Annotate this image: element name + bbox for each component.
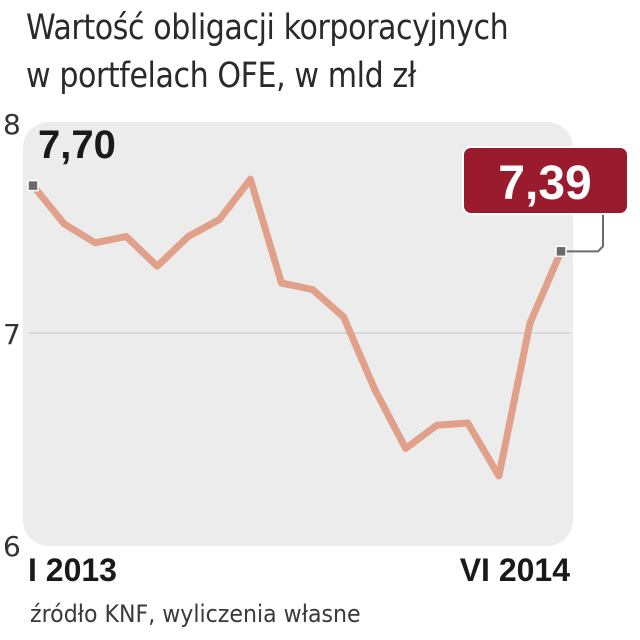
x-tick-label-end: VI 2014 [460,552,571,588]
x-tick-label-start: I 2013 [28,552,117,588]
y-tick-label-8: 8 [3,108,21,141]
chart-title-line-1: Wartość obligacji korporacyjnych [26,8,509,48]
start-point-marker [27,179,39,192]
end-value-label: 7,39 [498,157,591,210]
y-tick-label-7: 7 [3,318,21,351]
end-value-box [462,146,629,215]
start-value-label: 7,70 [38,123,116,167]
y-tick-label-6: 6 [3,530,21,563]
chart-title-line-2: w portfelach OFE, w mld zł [26,56,416,96]
plot-background [23,122,573,546]
end-point-marker [555,245,567,258]
series-line [29,175,565,480]
chart-title: Wartość obligacji korporacyjnych w portf… [26,4,542,100]
source-note: źródło KNF, wyliczenia własne [30,600,361,628]
end-label-leader [566,214,604,253]
